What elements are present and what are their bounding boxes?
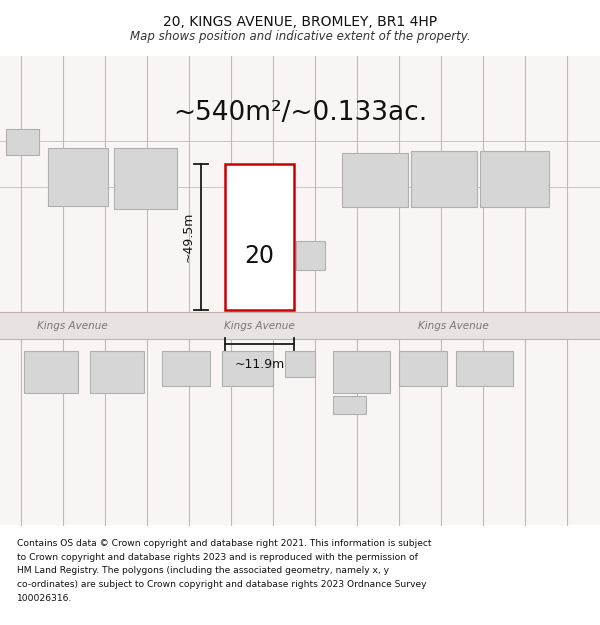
Bar	[0, 312, 600, 339]
Bar	[411, 151, 477, 207]
Bar	[399, 351, 447, 386]
Bar	[6, 129, 39, 154]
Bar	[342, 153, 408, 207]
Text: Kings Avenue: Kings Avenue	[224, 321, 295, 331]
Bar	[225, 164, 294, 310]
Text: ~49.5m: ~49.5m	[181, 212, 194, 262]
Bar	[114, 148, 177, 209]
Text: Contains OS data © Crown copyright and database right 2021. This information is : Contains OS data © Crown copyright and d…	[17, 539, 431, 548]
Text: HM Land Registry. The polygons (including the associated geometry, namely x, y: HM Land Registry. The polygons (includin…	[17, 566, 389, 575]
Bar	[333, 396, 366, 414]
Bar	[456, 351, 513, 386]
Bar	[222, 351, 273, 386]
Text: Map shows position and indicative extent of the property.: Map shows position and indicative extent…	[130, 30, 470, 42]
Bar	[24, 351, 78, 393]
Text: ~11.9m: ~11.9m	[235, 358, 284, 371]
Bar	[296, 241, 325, 269]
Bar	[333, 351, 390, 393]
Bar	[285, 351, 315, 377]
Bar	[48, 148, 108, 206]
Bar	[480, 151, 549, 207]
Bar	[0, 56, 600, 525]
Text: 20: 20	[245, 244, 275, 268]
Bar	[90, 351, 144, 393]
Text: to Crown copyright and database rights 2023 and is reproduced with the permissio: to Crown copyright and database rights 2…	[17, 552, 418, 561]
Text: co-ordinates) are subject to Crown copyright and database rights 2023 Ordnance S: co-ordinates) are subject to Crown copyr…	[17, 580, 426, 589]
Text: 100026316.: 100026316.	[17, 594, 72, 602]
Text: ~540m²/~0.133ac.: ~540m²/~0.133ac.	[173, 99, 427, 126]
Text: 20, KINGS AVENUE, BROMLEY, BR1 4HP: 20, KINGS AVENUE, BROMLEY, BR1 4HP	[163, 15, 437, 29]
Text: Kings Avenue: Kings Avenue	[418, 321, 488, 331]
Text: Kings Avenue: Kings Avenue	[37, 321, 107, 331]
Bar	[162, 351, 210, 386]
